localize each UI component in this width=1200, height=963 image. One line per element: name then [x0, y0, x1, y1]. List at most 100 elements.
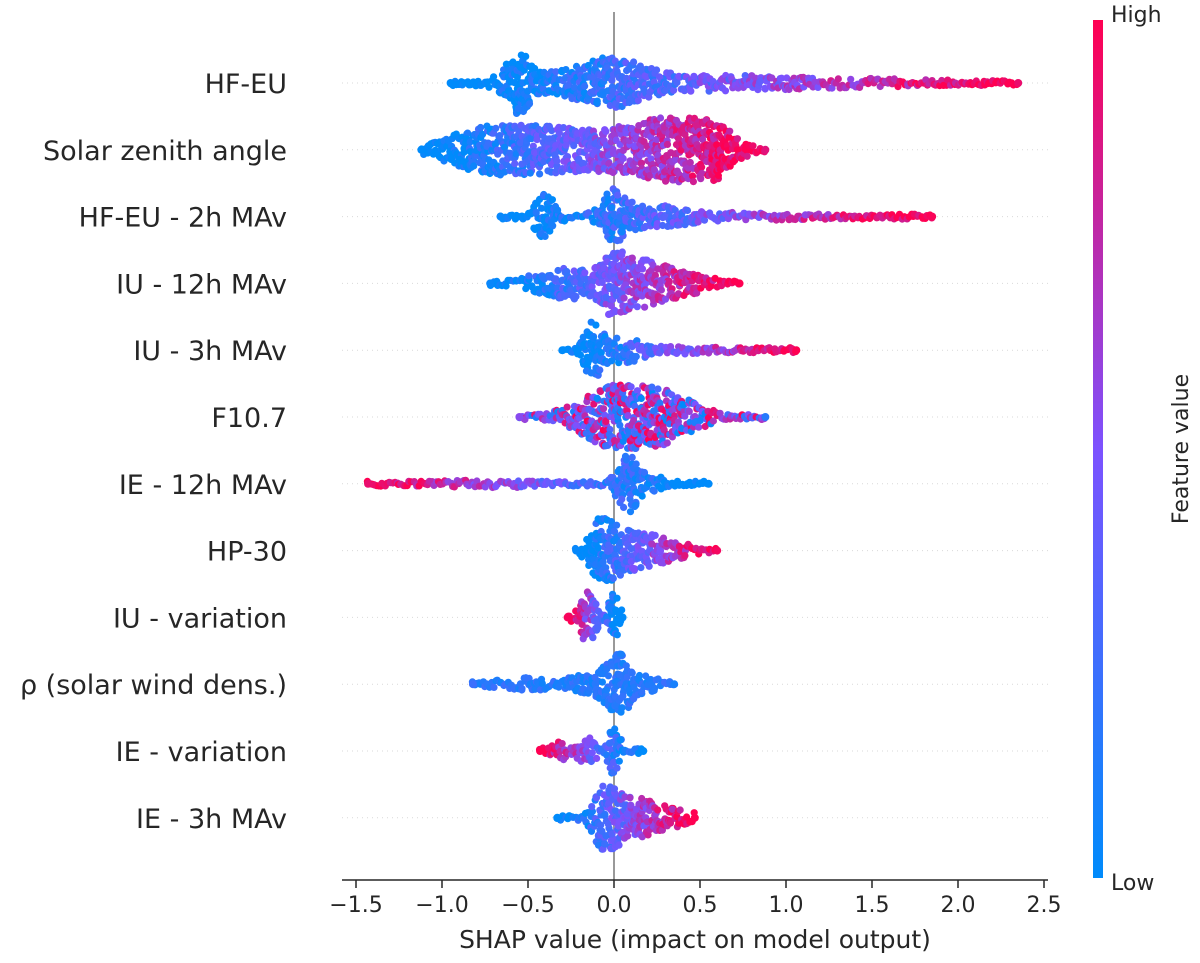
shap-dot: [610, 758, 618, 767]
shap-dot: [596, 387, 605, 395]
shap-dot: [613, 631, 621, 639]
shap-dot: [613, 594, 621, 602]
shap-dot: [588, 749, 596, 757]
colorbar-high-label: High: [1111, 3, 1162, 28]
shap-dot: [548, 127, 556, 135]
shap-dot: [631, 402, 639, 410]
shap-dot: [665, 277, 673, 285]
shap-dot: [619, 154, 627, 163]
shap-dot: [635, 671, 644, 680]
shap-dot: [834, 75, 842, 83]
shap-dot: [620, 503, 628, 511]
x-tick-label: −1.0: [415, 893, 468, 918]
shap-dot: [515, 413, 524, 421]
feature-swarm: [571, 515, 722, 585]
shap-dot: [624, 412, 632, 420]
shap-dot: [540, 158, 548, 166]
shap-dot: [1014, 79, 1023, 87]
shap-dot: [599, 558, 607, 566]
shap-dot: [674, 290, 683, 298]
shap-dot: [707, 282, 715, 290]
shap-dot: [632, 352, 640, 361]
shap-dot: [589, 634, 597, 642]
shap-dot: [654, 806, 662, 814]
shap-dot: [602, 686, 611, 694]
shap-dot: [676, 806, 684, 814]
shap-dot: [698, 163, 706, 171]
shap-dot: [592, 794, 601, 802]
shap-dot: [699, 135, 707, 144]
shap-dot: [663, 439, 671, 447]
shap-dot: [597, 821, 605, 829]
shap-dot: [613, 521, 621, 529]
x-tick-label: 0.5: [683, 893, 718, 918]
shap-dot: [460, 144, 468, 152]
shap-dot: [685, 407, 693, 415]
shap-dot: [672, 156, 680, 164]
shap-dot: [492, 124, 500, 132]
shap-dot: [598, 678, 607, 686]
shap-dot: [814, 83, 822, 91]
shap-dot: [681, 130, 689, 139]
shap-dot: [594, 544, 602, 552]
shap-dot: [593, 394, 601, 402]
shap-dot: [690, 813, 699, 822]
colorbar-title: Feature value: [1169, 374, 1194, 524]
shap-dot: [670, 86, 678, 94]
shap-dot: [624, 832, 632, 840]
feature-label: IE - 3h MAv: [136, 804, 287, 835]
shap-dot: [592, 321, 600, 329]
feature-label: Solar zenith angle: [43, 136, 287, 167]
shap-dot: [693, 289, 701, 297]
shap-dot: [662, 86, 670, 95]
shap-dot: [628, 453, 636, 461]
shap-dot: [742, 216, 750, 224]
feature-swarm: [553, 782, 699, 853]
shap-dot: [618, 495, 626, 503]
shap-dot: [479, 130, 487, 138]
shap-dot: [639, 747, 648, 755]
shap-dot: [650, 487, 658, 495]
shap-dot: [496, 132, 504, 140]
x-tick-label: −1.5: [329, 893, 382, 918]
shap-dot: [657, 286, 666, 294]
shap-dot: [638, 202, 647, 210]
shap-dot: [650, 166, 658, 174]
shap-dot: [634, 96, 642, 104]
shap-dot: [721, 87, 730, 95]
feature-label: HF-EU: [205, 69, 287, 100]
colorbar: High Low Feature value: [1093, 3, 1194, 896]
shap-dot: [597, 349, 605, 357]
shap-dot: [593, 99, 601, 107]
shap-dot: [588, 803, 596, 811]
shap-dot: [653, 220, 661, 228]
shap-dot: [555, 129, 563, 137]
shap-dot: [616, 421, 624, 429]
feature-label: HP-30: [207, 537, 287, 568]
feature-swarm: [563, 588, 627, 643]
shap-dot: [604, 820, 612, 828]
shap-dot: [618, 613, 627, 622]
shap-dot: [630, 58, 638, 66]
feature-label: IE - 12h MAv: [119, 470, 287, 501]
shap-dot: [792, 346, 801, 355]
shap-dot: [572, 292, 580, 301]
shap-dot: [546, 227, 554, 235]
shap-dot: [563, 613, 572, 622]
shap-dot: [592, 600, 600, 608]
shap-dot: [743, 152, 751, 160]
shap-dot: [470, 162, 478, 170]
shap-dot: [616, 213, 624, 221]
shap-dot: [581, 615, 589, 623]
shap-dot: [608, 830, 616, 838]
shap-dot: [665, 420, 673, 428]
shap-dot: [654, 385, 662, 393]
shap-dot: [637, 394, 645, 402]
colorbar-gradient: [1093, 20, 1103, 878]
shap-dot: [674, 135, 683, 143]
feature-labels: HF-EU Solar zenith angle HF-EU - 2h MAv IU …: [20, 69, 287, 835]
shap-dot: [555, 683, 563, 691]
shap-dot: [847, 75, 855, 83]
shap-dot: [609, 87, 617, 95]
